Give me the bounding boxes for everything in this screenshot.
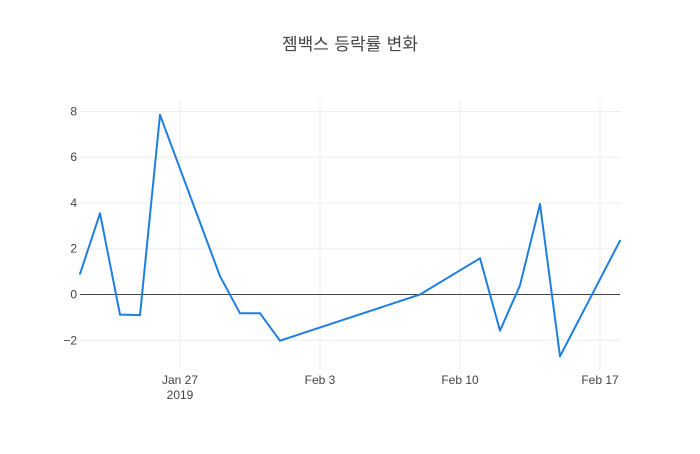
- data-point: [99, 212, 101, 215]
- x-tick-label: Feb 10: [441, 373, 479, 387]
- data-point: [279, 339, 281, 342]
- grid-layer: [80, 100, 620, 370]
- y-tick-label: 8: [70, 104, 77, 118]
- data-point: [119, 313, 121, 316]
- y-tick-label: 0: [70, 287, 77, 301]
- data-point: [479, 257, 481, 260]
- y-tick-label: 2: [70, 242, 77, 256]
- data-point: [159, 113, 161, 116]
- data-point: [259, 312, 261, 315]
- data-point: [239, 312, 241, 315]
- data-point: [559, 355, 561, 358]
- y-tick-label: −2: [63, 333, 77, 347]
- data-point: [499, 329, 501, 332]
- data-point: [539, 203, 541, 206]
- data-point: [419, 293, 421, 296]
- x-tick-sublabel: 2019: [167, 388, 194, 402]
- chart-title: 젬백스 등락률 변화: [282, 35, 418, 55]
- series-line: [79, 113, 621, 358]
- y-tick-label: 4: [70, 196, 77, 210]
- data-point: [79, 272, 81, 275]
- x-tick-label: Feb 3: [305, 373, 336, 387]
- data-point: [219, 275, 221, 278]
- x-tick-label: Jan 27: [162, 373, 198, 387]
- data-point: [519, 284, 521, 287]
- data-point: [139, 314, 141, 317]
- series-layer: [79, 113, 621, 358]
- x-tick-label: Feb 17: [581, 373, 619, 387]
- y-tick-label: 6: [70, 150, 77, 164]
- data-point: [619, 239, 621, 242]
